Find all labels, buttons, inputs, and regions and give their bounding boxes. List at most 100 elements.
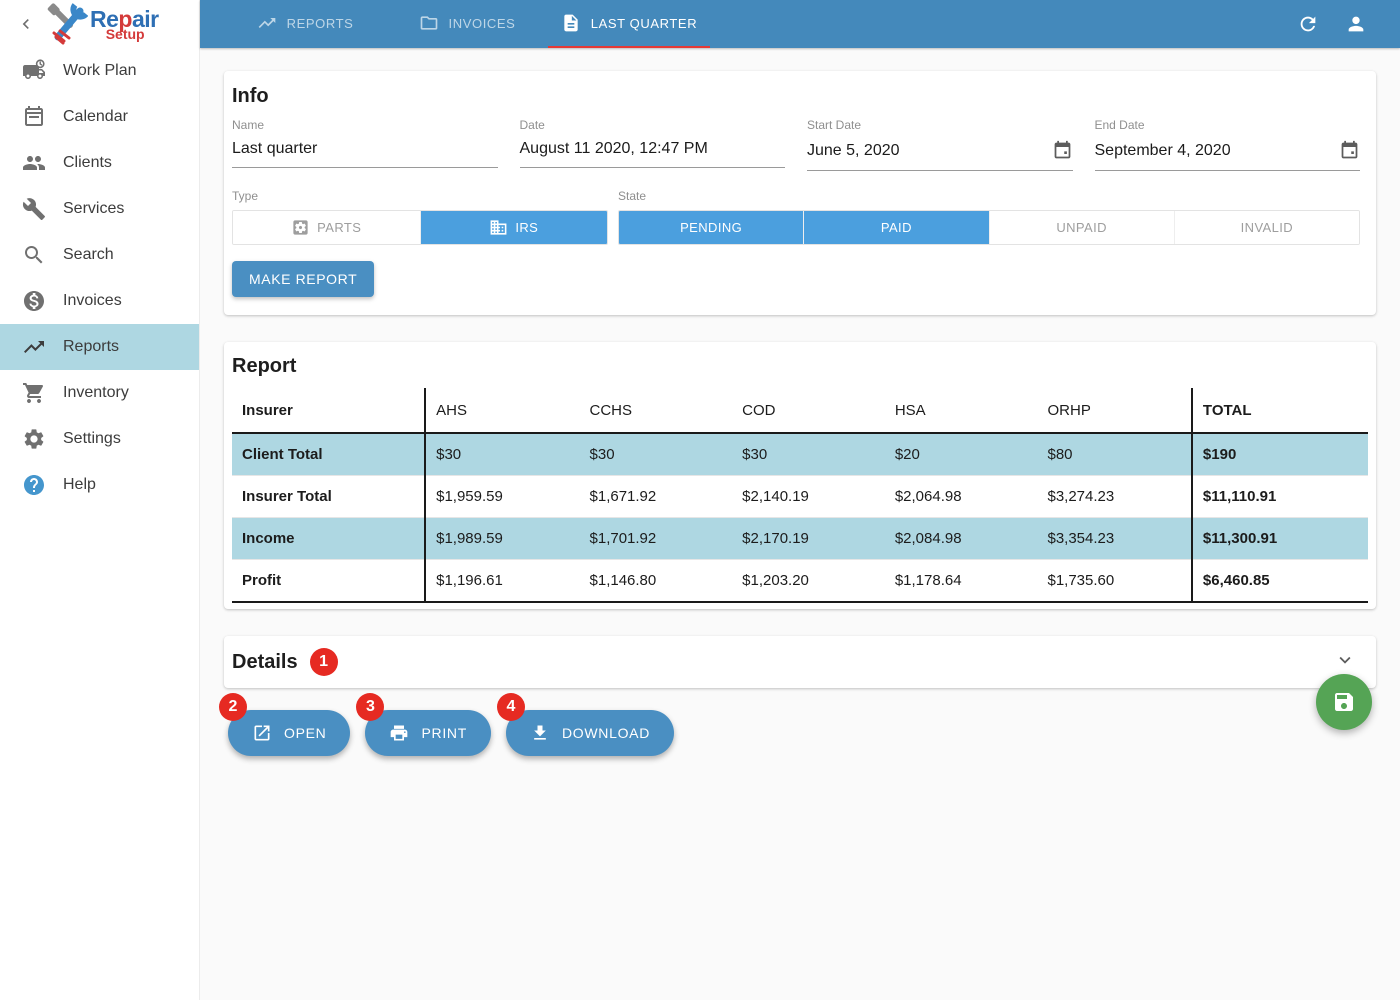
chevron-down-icon[interactable]: [1334, 649, 1356, 676]
printer-icon: [391, 725, 408, 741]
cell: $3,354.23: [1037, 517, 1192, 560]
type-group: Type PARTS IRS: [232, 187, 608, 245]
collapse-sidebar-button[interactable]: [12, 10, 40, 38]
main-area: REPORTS INVOICES LAST QUARTER: [200, 0, 1400, 1000]
wrench-icon: [22, 198, 45, 220]
page-content: Info Name Last quarter Date August 11 20…: [200, 48, 1400, 756]
button-label: OPEN: [284, 725, 327, 741]
state-toggle: PENDING PAID UNPAID INVALID: [618, 210, 1360, 245]
print-button[interactable]: PRINT: [365, 710, 491, 756]
tab-invoices[interactable]: INVOICES: [386, 0, 548, 48]
state-group: State PENDING PAID UNPAID INVALID: [618, 187, 1360, 245]
cell: $1,146.80: [589, 572, 657, 589]
report-table: Insurer AHS CCHS COD HSA ORHP TOTAL Clie…: [232, 388, 1368, 603]
sidebar-item-label: Calendar: [63, 108, 128, 125]
sidebar-header: Repair Setup: [0, 0, 199, 48]
info-card: Info Name Last quarter Date August 11 20…: [224, 71, 1376, 315]
gear-square-icon: [293, 220, 308, 235]
table-row-income: Income $1,989.59 $1,701.92 $2,170.19 $2,…: [232, 517, 1368, 560]
details-accordion[interactable]: Details 1: [224, 636, 1376, 688]
state-label: State: [618, 189, 647, 203]
type-option-parts[interactable]: PARTS: [233, 211, 421, 244]
topbar: REPORTS INVOICES LAST QUARTER: [200, 0, 1400, 48]
tab-label: REPORTS: [286, 15, 354, 31]
open-button[interactable]: OPEN: [228, 710, 351, 756]
sidebar-item-clients[interactable]: Clients: [0, 140, 199, 186]
field-label: Name: [232, 118, 265, 132]
sidebar-item-reports[interactable]: Reports: [0, 324, 199, 370]
type-option-irs[interactable]: IRS: [420, 211, 607, 244]
sidebar-item-calendar[interactable]: Calendar: [0, 94, 199, 140]
make-report-button[interactable]: MAKE REPORT: [232, 261, 375, 297]
sidebar-item-label: Search: [63, 246, 114, 263]
start-date-picker-button[interactable]: [1052, 140, 1073, 161]
trending-up-icon: [24, 341, 44, 353]
cell: $1,701.92: [579, 517, 733, 560]
download-icon: [534, 725, 546, 740]
column-header: ORHP: [1047, 402, 1091, 419]
annotation-badge-2: 2: [219, 693, 247, 721]
gear-icon: [24, 429, 44, 449]
annotation-badge-3: 3: [356, 693, 385, 721]
calendar-icon: [25, 106, 43, 126]
dollar-circle-icon: [24, 291, 44, 311]
cell: $2,140.19: [742, 488, 809, 505]
end-date-picker-button[interactable]: [1339, 140, 1360, 161]
field-label: Date: [519, 118, 545, 132]
refresh-button[interactable]: [1288, 4, 1328, 44]
toggle-label: INVALID: [1240, 220, 1294, 235]
sidebar-item-label: Clients: [63, 154, 112, 171]
cell: $2,064.98: [894, 488, 962, 505]
cell: $30: [732, 433, 885, 476]
logo-text: Repair Setup: [90, 7, 159, 42]
row-label: Insurer Total: [232, 475, 427, 518]
cell: $30: [425, 433, 580, 476]
type-label: Type: [232, 189, 259, 203]
cell: $20: [884, 433, 1038, 476]
toggle-label: PAID: [880, 220, 912, 235]
cell: $30: [579, 433, 733, 476]
state-option-invalid[interactable]: INVALID: [1174, 211, 1359, 244]
tab-last-quarter[interactable]: LAST QUARTER: [548, 0, 710, 48]
sidebar-item-help[interactable]: Help: [0, 462, 199, 508]
report-title: Report: [232, 355, 297, 377]
open-action: 2 OPEN: [219, 693, 351, 756]
name-field[interactable]: Name Last quarter: [232, 118, 498, 171]
end-date-field[interactable]: End Date September 4, 2020: [1094, 118, 1360, 171]
state-option-pending[interactable]: PENDING: [619, 211, 805, 244]
calendar-icon: [1341, 140, 1358, 159]
cell: $1,989.59: [425, 517, 580, 560]
cell: $1,959.59: [436, 488, 503, 505]
state-option-unpaid[interactable]: UNPAID: [989, 211, 1175, 244]
column-header: COD: [742, 402, 776, 419]
building-icon: [490, 220, 507, 235]
save-icon: [1335, 693, 1353, 711]
button-label: PRINT: [421, 725, 467, 741]
refresh-icon: [1300, 16, 1316, 32]
date-field[interactable]: Date August 11 2020, 12:47 PM: [519, 118, 785, 171]
logo-subtitle: Setup: [105, 25, 145, 42]
start-date-field[interactable]: Start Date June 5, 2020: [807, 118, 1073, 171]
sidebar-item-services[interactable]: Services: [0, 186, 199, 232]
chevron-left-icon: [22, 19, 29, 29]
date-value: August 11 2020, 12:47 PM: [519, 140, 708, 157]
field-label: End Date: [1094, 118, 1145, 132]
sidebar-item-inventory[interactable]: Inventory: [0, 370, 199, 416]
name-value: Last quarter: [232, 140, 318, 157]
column-header: HSA: [894, 402, 926, 419]
download-button[interactable]: DOWNLOAD: [505, 710, 675, 756]
sidebar-item-work-plan[interactable]: Work Plan: [0, 48, 199, 94]
account-button[interactable]: [1336, 4, 1376, 44]
table-header-row: Insurer AHS CCHS COD HSA ORHP TOTAL: [232, 388, 1368, 433]
state-option-paid[interactable]: PAID: [804, 211, 990, 244]
sidebar-item-settings[interactable]: Settings: [0, 416, 199, 462]
info-title: Info: [232, 85, 269, 107]
tab-reports[interactable]: REPORTS: [224, 0, 386, 48]
sidebar-item-label: Reports: [63, 338, 120, 355]
table-row-profit: Profit $1,196.61 $1,146.80 $1,203.20 $1,…: [232, 559, 1368, 602]
folder-icon: [420, 16, 437, 30]
save-fab-button[interactable]: [1316, 674, 1372, 730]
sidebar-item-search[interactable]: Search: [0, 232, 199, 278]
sidebar-item-invoices[interactable]: Invoices: [0, 278, 199, 324]
